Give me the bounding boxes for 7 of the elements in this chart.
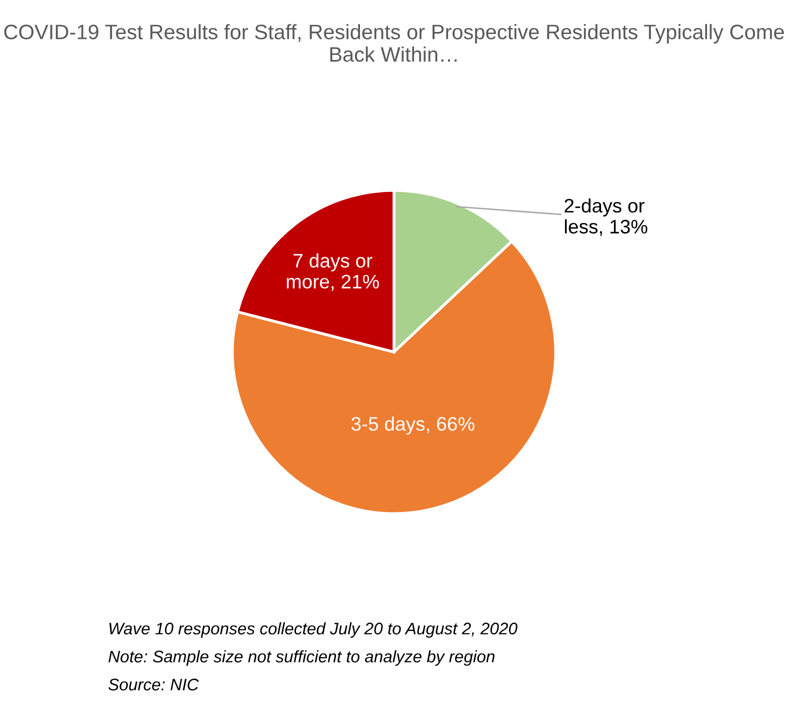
slice-label: 2-days or less, 13%: [564, 198, 648, 236]
slice-label: 7 days or more, 21%: [286, 253, 379, 291]
text: Note: Sample size not sufficient to analyze by region: [108, 650, 494, 666]
source-note: Source: NIC: [108, 678, 199, 690]
text: Wave 10 responses collected July 20 to August 2, 2020: [109, 622, 518, 638]
slice-label: 3-5 days, 66%: [351, 416, 474, 435]
chart-title: COVID-19 Test Results for Staff, Residents or Prospective Residents Typically Come Back Within…: [4, 24, 784, 62]
